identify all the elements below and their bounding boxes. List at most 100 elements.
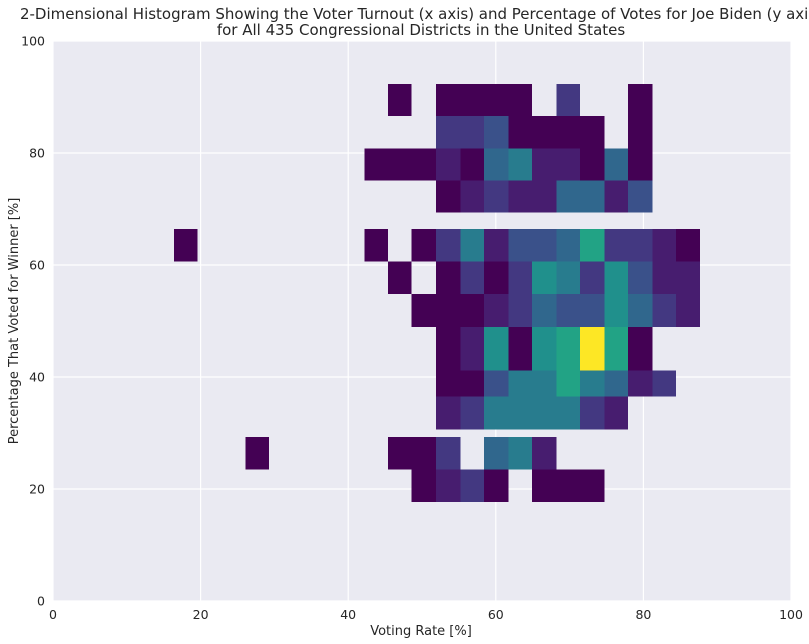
histogram-bin [483,294,509,328]
histogram-bin [579,469,605,502]
histogram-bin [460,229,484,262]
histogram-bin [579,261,605,295]
histogram-bin [556,84,580,117]
histogram-bin [604,294,628,328]
histogram-bin [556,116,580,149]
histogram-bin [508,116,532,149]
histogram-bin [460,84,484,117]
histogram-bin [556,261,580,295]
histogram-bin [483,116,509,149]
histogram-bin [388,436,412,470]
histogram-bin [627,180,653,213]
histogram-bin [411,436,437,470]
histogram-bin [388,261,412,295]
histogram-bin [436,294,461,328]
histogram-bin [627,84,653,117]
histogram-bin [508,396,532,430]
histogram-bin [411,469,437,502]
histogram-bin [436,116,461,149]
histogram-bin [556,229,580,262]
histogram-bin [483,261,509,295]
histogram-bin [436,370,461,397]
histogram-bin [652,261,676,295]
histogram-bin [364,148,389,181]
x-tick-label: 20 [193,607,209,622]
histogram-bin [579,327,605,371]
histogram-bin [174,229,198,262]
x-tick-label: 0 [49,607,57,622]
histogram-bin [531,148,557,181]
y-axis-label: Percentage That Voted for Winner [%] [7,198,22,445]
histogram-bin [436,229,461,262]
histogram-bin [675,261,701,295]
histogram-bin [652,229,676,262]
histogram-bin [483,370,509,397]
histogram-bin [411,229,437,262]
histogram-bin [579,229,605,262]
histogram-bin [460,148,484,181]
y-tick-labels: 0 20 40 60 80 100 [21,34,45,609]
histogram-bin [388,84,412,117]
histogram-bin [627,116,653,149]
histogram-bin [460,294,484,328]
histogram-bin [483,180,509,213]
histogram-bin [556,370,580,397]
histogram-bin [604,180,628,213]
histogram-bin [556,327,580,371]
histogram-bin [627,327,653,371]
histogram-bin [508,327,532,371]
histogram-bin [531,396,557,430]
histogram-bin [460,469,484,502]
histogram-bin [460,370,484,397]
y-tick-label: 60 [29,258,45,273]
histogram-bin [556,180,580,213]
histogram-bin [579,294,605,328]
histogram-bin [652,294,676,328]
y-tick-label: 20 [29,482,45,497]
y-tick-label: 80 [29,146,45,161]
x-tick-label: 100 [779,607,803,622]
histogram-bin [388,148,412,181]
histogram-bin [579,180,605,213]
histogram-bin [531,261,557,295]
histogram-bin [508,436,532,470]
x-tick-label: 80 [635,607,651,622]
histogram-bin [627,229,653,262]
histogram-bin [531,469,557,502]
histogram-bin [411,148,437,181]
histogram-bin [604,396,628,430]
histogram-bin [652,370,676,397]
histogram-bin [460,396,484,430]
histogram-bin [483,84,509,117]
histogram-bin [531,294,557,328]
histogram-bin [579,116,605,149]
histogram-bin [675,294,701,328]
histogram-bin [508,84,532,117]
histogram-bin [627,294,653,328]
histogram-bin [483,469,509,502]
histogram-bin [508,180,532,213]
histogram-bin [436,84,461,117]
histogram-bin [508,294,532,328]
x-axis-label: Voting Rate [%] [370,624,472,639]
histogram-bin [579,370,605,397]
histogram-bin [436,469,461,502]
histogram-bin [508,370,532,397]
histogram-bin [460,116,484,149]
histogram-bin [531,229,557,262]
histogram-bin [483,436,509,470]
histogram-bin [675,229,701,262]
histogram-bin [460,261,484,295]
histogram-bin [604,229,628,262]
histogram-bin [556,148,580,181]
x-tick-labels: 0 20 40 60 80 100 [49,607,803,622]
histogram-bin [556,469,580,502]
histogram-bin [460,180,484,213]
histogram-bin [483,396,509,430]
histogram-bin [460,327,484,371]
histogram-bin [531,436,557,470]
histogram-bin [579,148,605,181]
histogram-bin [483,148,509,181]
histogram-bin [364,229,389,262]
